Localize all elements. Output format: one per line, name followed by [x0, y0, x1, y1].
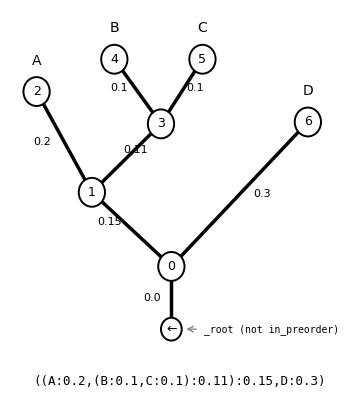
Text: 4: 4 [111, 53, 118, 66]
Text: 0.3: 0.3 [253, 189, 271, 199]
Text: B: B [109, 21, 119, 35]
Text: 0.0: 0.0 [144, 293, 161, 303]
Text: 1: 1 [88, 186, 96, 199]
Circle shape [295, 108, 321, 136]
Text: 0.11: 0.11 [123, 145, 147, 156]
Circle shape [101, 45, 127, 74]
Text: 2: 2 [33, 85, 41, 98]
Circle shape [148, 109, 174, 138]
Text: 6: 6 [304, 116, 312, 128]
Text: 3: 3 [157, 117, 165, 130]
Circle shape [79, 178, 105, 207]
Text: ←: ← [166, 323, 177, 336]
Text: 0.2: 0.2 [33, 137, 51, 147]
Text: C: C [198, 21, 207, 35]
Text: _root (not in_preorder): _root (not in_preorder) [204, 324, 339, 335]
Circle shape [161, 318, 182, 341]
Circle shape [189, 45, 216, 74]
Text: 0.1: 0.1 [110, 83, 127, 93]
Text: 0: 0 [167, 260, 175, 273]
Text: 0.1: 0.1 [187, 83, 204, 93]
Circle shape [23, 77, 50, 106]
Circle shape [158, 252, 184, 281]
Text: 0.15: 0.15 [97, 217, 121, 227]
Text: A: A [32, 53, 41, 68]
Text: 5: 5 [198, 53, 207, 66]
Text: D: D [302, 84, 313, 98]
Text: ((A:0.2,(B:0.1,C:0.1):0.11):0.15,D:0.3): ((A:0.2,(B:0.1,C:0.1):0.11):0.15,D:0.3) [34, 375, 326, 388]
